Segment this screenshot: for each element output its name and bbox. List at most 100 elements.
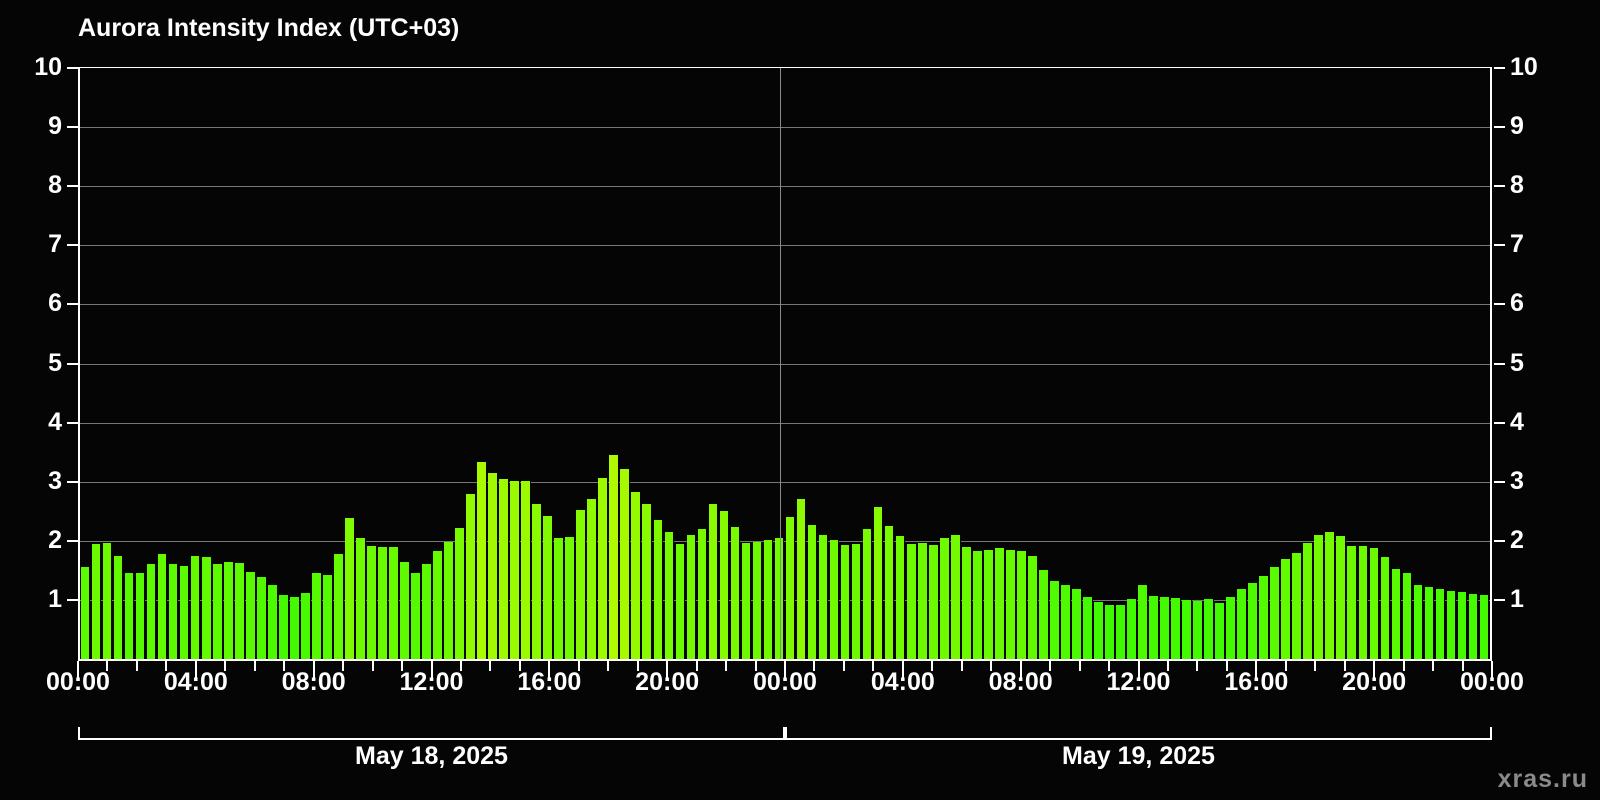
y-axis-label-left-1: 1 [48, 584, 62, 613]
day-bracket [785, 727, 1492, 740]
x-axis-tick [1314, 661, 1317, 671]
x-axis-tick [1491, 661, 1493, 681]
x-axis-label: 00:00 [1460, 668, 1524, 696]
bar [1435, 589, 1446, 659]
bar [499, 478, 509, 659]
bar [1358, 545, 1369, 659]
y-axis-label-right-7: 7 [1510, 230, 1524, 259]
bar [807, 524, 818, 659]
x-axis-tick [1461, 661, 1464, 671]
bar [972, 551, 983, 659]
gridline-6 [80, 304, 1490, 306]
x-axis-tick [1196, 661, 1199, 671]
y-axis-label-right-2: 2 [1510, 525, 1524, 554]
bar [565, 536, 576, 659]
bar [1028, 555, 1038, 659]
bar [190, 555, 201, 659]
bar [554, 537, 564, 659]
bar [1391, 569, 1402, 659]
bar [818, 534, 829, 659]
y-axis-label-right-1: 1 [1510, 584, 1524, 613]
bar [609, 455, 620, 659]
bar [939, 537, 950, 659]
bar [708, 504, 719, 659]
bar [289, 596, 300, 659]
x-axis-label: 16:00 [1224, 668, 1289, 696]
bar [1303, 542, 1314, 659]
x-axis-tick [990, 661, 993, 671]
gridline-9 [80, 127, 1490, 129]
y-axis-label-left-6: 6 [48, 289, 62, 318]
y-axis-tick-right-1 [1494, 598, 1505, 601]
y-axis-tick-left-5 [67, 362, 78, 365]
x-axis-label: 12:00 [1106, 668, 1171, 696]
y-axis-label-left-7: 7 [48, 230, 62, 259]
x-axis-label: 20:00 [1342, 668, 1407, 696]
x-axis-tick [1166, 661, 1169, 671]
bar [1138, 585, 1148, 659]
x-axis-tick [1343, 661, 1346, 671]
x-axis-tick [371, 661, 374, 671]
x-axis-label: 04:00 [870, 668, 935, 696]
bar [1336, 536, 1347, 659]
bar [1259, 576, 1269, 659]
bar [961, 546, 972, 659]
bar [862, 528, 873, 659]
watermark: xras.ru [1497, 765, 1588, 793]
bar [1369, 547, 1380, 659]
bar [1094, 601, 1104, 659]
bar [829, 539, 840, 659]
bar [1127, 598, 1137, 659]
x-axis-tick [636, 661, 639, 671]
gridline-2 [80, 540, 1490, 542]
bar [1380, 557, 1391, 659]
bar [1292, 552, 1303, 659]
bar [234, 563, 245, 659]
y-axis-tick-right-9 [1494, 126, 1505, 129]
x-axis-tick [401, 661, 404, 671]
bar [1171, 598, 1181, 659]
day-divider-line [780, 68, 781, 659]
y-axis-label-left-8: 8 [48, 171, 62, 200]
bar [1204, 598, 1214, 659]
bar [223, 561, 234, 659]
bar [400, 561, 410, 659]
bar [917, 542, 928, 659]
y-axis-label-left-9: 9 [48, 112, 62, 141]
x-axis-label: 08:00 [281, 668, 346, 696]
bar [455, 527, 465, 659]
bar [851, 543, 862, 659]
y-axis-tick-left-2 [67, 539, 78, 542]
bar [1215, 602, 1225, 659]
bar [477, 462, 487, 659]
y-axis-tick-left-7 [67, 244, 78, 247]
plot-bottom-border [78, 659, 1492, 661]
bar [488, 472, 498, 659]
gridline-4 [80, 422, 1490, 424]
bar [983, 549, 994, 659]
bar [135, 573, 146, 659]
bar [884, 526, 895, 659]
bar [1468, 594, 1479, 659]
y-axis-tick-left-4 [67, 421, 78, 424]
y-axis-label-right-9: 9 [1510, 112, 1524, 141]
x-axis-tick [1255, 661, 1258, 681]
gridline-1 [80, 599, 1490, 601]
y-axis-label-right-5: 5 [1510, 348, 1524, 377]
bar [653, 520, 664, 659]
x-axis-tick [1284, 661, 1287, 671]
y-axis-tick-right-5 [1494, 362, 1505, 365]
y-axis-label-right-10: 10 [1510, 53, 1538, 81]
bar [1061, 585, 1071, 659]
bar [642, 504, 653, 659]
x-axis-label: 00:00 [753, 668, 817, 696]
bar [1237, 589, 1247, 659]
bar [113, 555, 124, 659]
y-axis-tick-right-6 [1494, 303, 1505, 306]
y-axis-label-right-4: 4 [1510, 407, 1524, 436]
bar [278, 595, 289, 659]
bar [466, 493, 476, 659]
x-axis-tick [342, 661, 345, 671]
y-axis-tick-right-8 [1494, 185, 1505, 188]
bar [532, 504, 542, 659]
